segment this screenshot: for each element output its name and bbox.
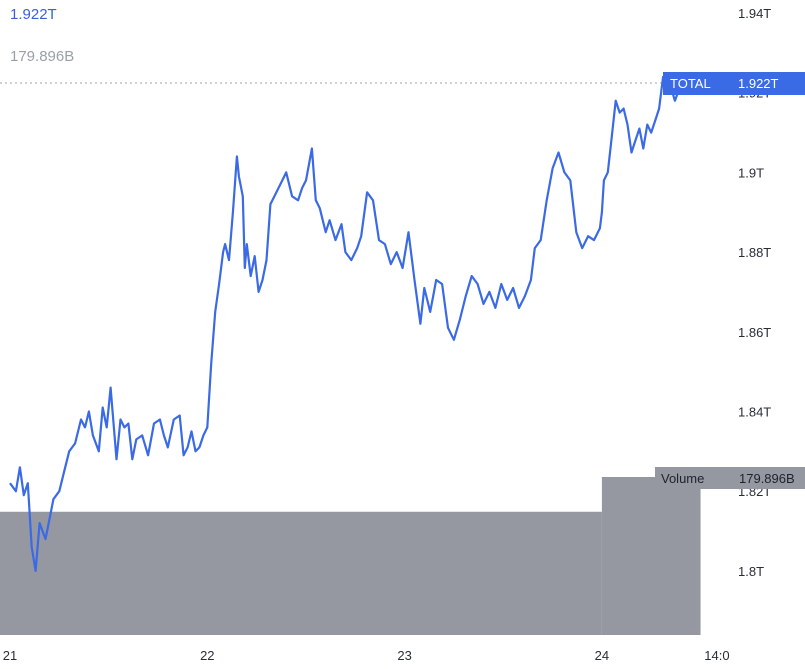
volume-bar xyxy=(0,511,602,635)
volume-bar xyxy=(601,477,701,635)
x-tick-label: 14:0 xyxy=(704,648,729,663)
volume-tag: Volume 179.896B xyxy=(655,467,805,489)
x-axis: 21 22 23 24 14:0 xyxy=(3,648,730,663)
x-tick-label: 23 xyxy=(397,648,411,663)
y-tick-label: 1.94T xyxy=(738,6,771,21)
y-tick-label: 1.88T xyxy=(738,245,771,260)
price-tag: TOTAL 1.922T xyxy=(663,72,805,95)
volume-layer xyxy=(0,477,701,635)
volume-value: 179.896B xyxy=(10,48,75,65)
volume-tag-value: 179.896B xyxy=(739,471,795,486)
series-line-total xyxy=(9,75,702,572)
total-value: 1.922T xyxy=(10,6,57,23)
x-tick-label: 21 xyxy=(3,648,17,663)
price-tag-value: 1.922T xyxy=(738,76,779,91)
volume-tag-label: Volume xyxy=(661,471,704,486)
y-tick-label: 1.9T xyxy=(738,165,764,180)
x-tick-label: 24 xyxy=(595,648,609,663)
y-tick-label: 1.86T xyxy=(738,325,771,340)
y-tick-label: 1.84T xyxy=(738,405,771,420)
price-tag-series: TOTAL xyxy=(670,76,711,91)
y-tick-label: 1.8T xyxy=(738,564,764,579)
x-tick-label: 22 xyxy=(200,648,214,663)
